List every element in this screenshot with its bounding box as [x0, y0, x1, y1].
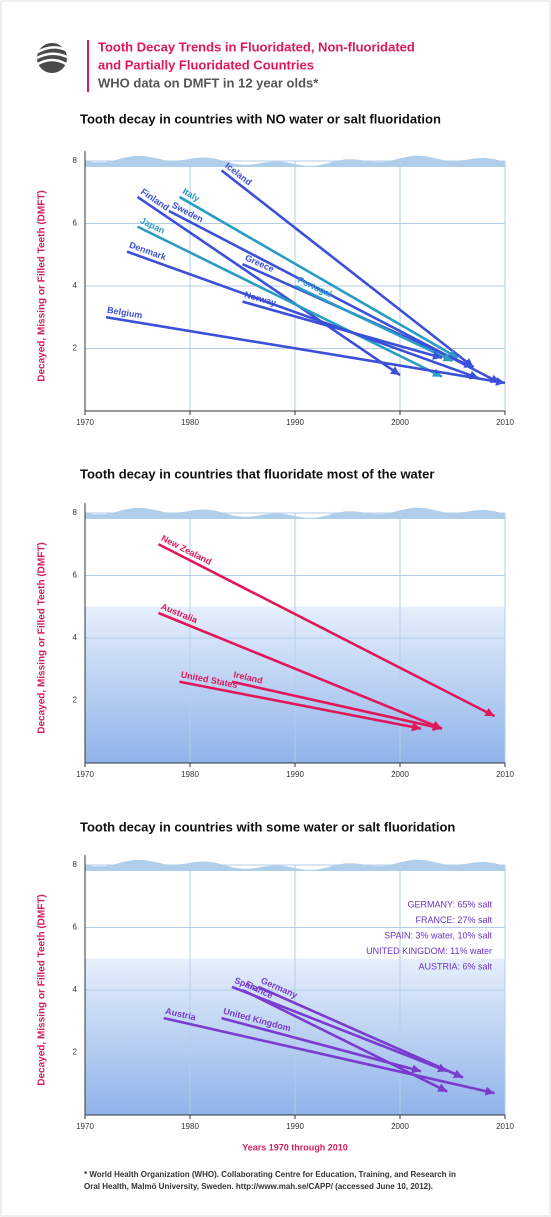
annotation: GERMANY: 65% salt	[407, 899, 492, 909]
chart-title: Tooth decay in countries with some water…	[80, 819, 455, 834]
arrowhead	[432, 351, 442, 360]
y-tick-label: 2	[73, 1048, 78, 1057]
arrowhead	[463, 359, 474, 368]
arrow-line	[105, 315, 506, 385]
arrow-line	[242, 300, 443, 360]
arrowhead	[437, 1083, 448, 1092]
arrowhead	[452, 1069, 463, 1078]
arrowhead	[484, 1086, 495, 1096]
annotation: UNITED KINGDOM: 11% water	[366, 946, 492, 956]
arrow-line	[178, 195, 459, 360]
arrow-line	[231, 680, 443, 730]
arrow-line	[126, 250, 480, 380]
y-tick-label: 8	[73, 860, 78, 869]
arrow-line	[221, 1016, 422, 1073]
arrowhead	[432, 722, 442, 732]
x-tick-label: 1970	[76, 418, 94, 427]
y-tick-label: 4	[73, 633, 78, 642]
arrow-line	[257, 985, 464, 1079]
footnote: Oral Health, Malmö University, Sweden. h…	[84, 1182, 433, 1191]
footnote: * World Health Organization (WHO). Colla…	[84, 1170, 456, 1179]
y-tick-label: 6	[73, 219, 78, 228]
x-tick-label: 1970	[76, 770, 94, 779]
y-tick-label: 2	[73, 696, 78, 705]
x-tick-label: 1980	[181, 770, 199, 779]
annotation: FRANCE: 27% salt	[415, 915, 492, 925]
y-tick-label: 6	[73, 923, 78, 932]
arrow-line	[163, 1016, 495, 1095]
arrow-line	[231, 985, 448, 1073]
x-tick-label: 2000	[391, 770, 409, 779]
x-tick-label: 1980	[181, 1122, 199, 1131]
y-axis-label: Decayed, Missing or Filled Teeth (DMFT)	[37, 542, 48, 734]
y-tick-label: 6	[73, 571, 78, 580]
x-tick-label: 2010	[496, 770, 514, 779]
y-tick-label: 2	[73, 344, 78, 353]
x-tick-label: 1990	[286, 770, 304, 779]
arrowhead	[411, 1064, 421, 1074]
x-axis-label: Years 1970 through 2010	[242, 1142, 348, 1152]
arrowhead	[437, 1063, 448, 1073]
y-tick-label: 8	[73, 156, 78, 165]
y-axis-label: Decayed, Missing or Filled Teeth (DMFT)	[37, 894, 48, 1086]
arrow-line	[157, 543, 496, 718]
x-tick-label: 1990	[286, 418, 304, 427]
y-tick-label: 8	[73, 508, 78, 517]
y-axis-label: Decayed, Missing or Filled Teeth (DMFT)	[37, 190, 48, 382]
x-tick-label: 2000	[391, 418, 409, 427]
header-subtitle: WHO data on DMFT in 12 year olds*	[98, 75, 319, 90]
chart-title: Tooth decay in countries that fluoridate…	[80, 466, 434, 481]
arrow-line	[136, 225, 443, 378]
arrow-line	[136, 195, 401, 377]
x-tick-label: 2010	[496, 418, 514, 427]
header-title: and Partially Fluoridated Countries	[98, 57, 314, 72]
arrowhead	[442, 353, 453, 362]
arrow-line	[158, 611, 443, 730]
chart-title: Tooth decay in countries with NO water o…	[80, 111, 441, 126]
arrowhead	[495, 376, 505, 386]
x-tick-label: 1990	[286, 1122, 304, 1131]
arrowhead	[484, 708, 495, 717]
annotation: AUSTRIA: 6% salt	[418, 961, 492, 971]
arrow-line	[294, 284, 454, 363]
x-tick-label: 1980	[181, 418, 199, 427]
arrowhead	[390, 366, 400, 376]
header-title: Tooth Decay Trends in Fluoridated, Non-f…	[98, 39, 415, 54]
arrow-line	[220, 169, 475, 369]
x-tick-label: 1970	[76, 1122, 94, 1131]
annotation: SPAIN: 3% water, 10% salt	[384, 930, 492, 940]
logo	[36, 43, 68, 73]
arrowhead	[411, 722, 421, 732]
y-tick-label: 4	[73, 281, 78, 290]
y-tick-label: 4	[73, 985, 78, 994]
arrow-line	[179, 680, 422, 730]
x-tick-label: 2000	[391, 1122, 409, 1131]
x-tick-label: 2010	[496, 1122, 514, 1131]
